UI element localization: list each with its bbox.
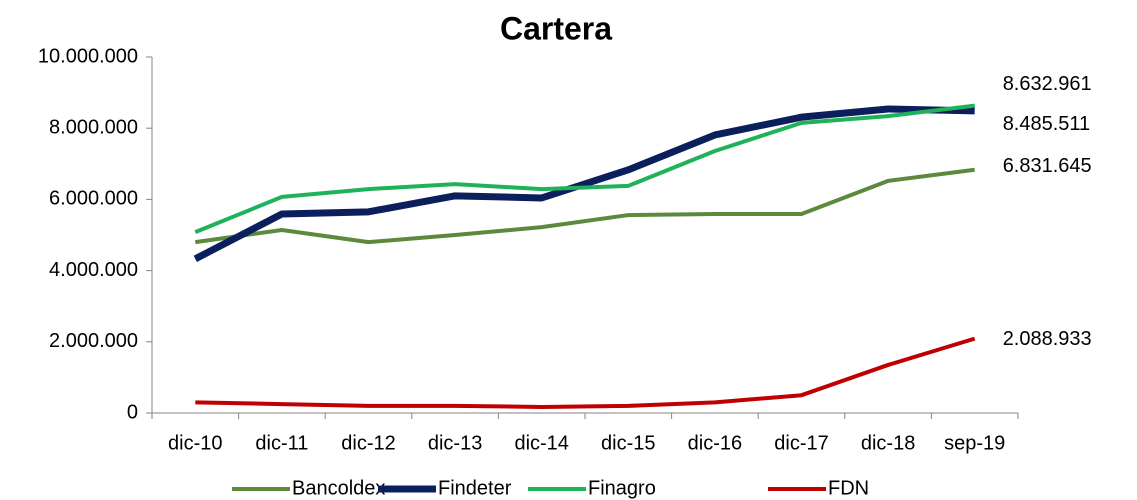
data-label: 8.632.961 — [1003, 73, 1092, 95]
x-tick-label: dic-10 — [168, 432, 222, 454]
legend-label: FDN — [828, 477, 869, 499]
x-tick-label: dic-11 — [255, 432, 308, 454]
x-tick-label: dic-14 — [514, 432, 568, 454]
x-tick-label: dic-16 — [688, 432, 742, 454]
x-tick-label: dic-17 — [774, 432, 828, 454]
data-label: 6.831.645 — [1003, 155, 1092, 177]
data-label: 8.485.511 — [1003, 113, 1090, 135]
data-label: 2.088.933 — [1003, 328, 1092, 350]
x-tick-label: dic-12 — [341, 432, 395, 454]
chart-title: Cartera — [500, 10, 612, 46]
series-line — [194, 103, 975, 235]
legend-label: Findeter — [438, 477, 512, 499]
y-tick-label: 8.000.000 — [49, 116, 138, 138]
series-line — [195, 336, 976, 409]
series-line — [195, 167, 975, 245]
legend-label: Finagro — [588, 477, 656, 499]
legend-label: Bancoldex — [292, 477, 385, 499]
series-line — [193, 105, 975, 262]
x-tick-label: sep-19 — [944, 432, 1005, 454]
x-tick-label: dic-13 — [428, 432, 482, 454]
x-tick-label: dic-15 — [601, 432, 655, 454]
y-tick-label: 2.000.000 — [49, 330, 138, 352]
y-tick-label: 0 — [127, 401, 138, 423]
y-tick-label: 4.000.000 — [49, 259, 138, 281]
x-tick-label: dic-18 — [861, 432, 915, 454]
y-tick-label: 6.000.000 — [49, 188, 138, 210]
y-tick-label: 10.000.000 — [38, 45, 138, 67]
